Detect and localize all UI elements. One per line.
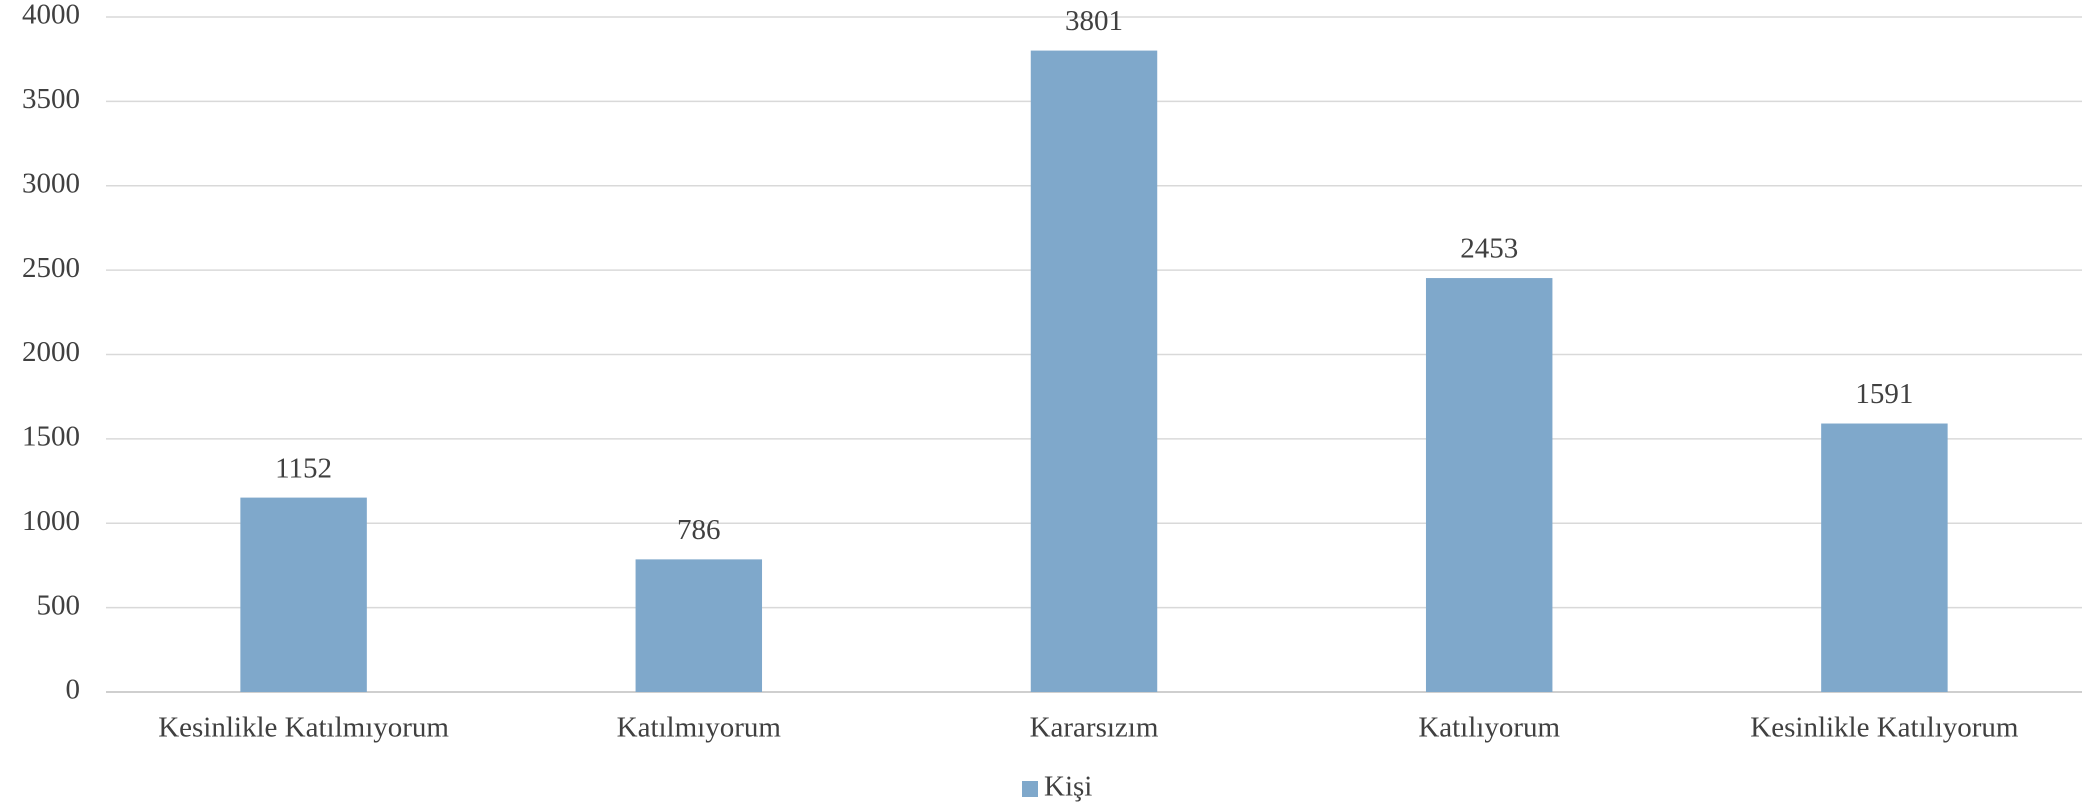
data-label: 1591 <box>1855 378 1913 410</box>
x-tick-label: Katılmıyorum <box>617 712 782 744</box>
bar <box>1425 278 1553 692</box>
bar <box>1030 50 1158 693</box>
legend-swatch <box>1022 781 1038 797</box>
x-tick-label: Kesinlikle Katılmıyorum <box>158 712 449 744</box>
x-tick-label: Kararsızım <box>1030 712 1159 744</box>
bar <box>635 559 763 692</box>
y-tick-label: 3000 <box>22 167 80 199</box>
bar <box>240 497 367 692</box>
y-tick-label: 2500 <box>22 252 80 284</box>
x-tick-label: Kesinlikle Katılıyorum <box>1750 712 2019 744</box>
y-tick-label: 1000 <box>22 505 80 537</box>
x-tick-label: Katılıyorum <box>1418 712 1560 744</box>
y-tick-label: 1500 <box>22 421 80 453</box>
legend-label: Kişi <box>1044 771 1092 803</box>
bar <box>1821 423 1948 692</box>
y-tick-label: 0 <box>66 674 81 706</box>
y-tick-label: 2000 <box>22 336 80 368</box>
y-tick-label: 500 <box>37 589 81 621</box>
data-label: 3801 <box>1065 5 1123 37</box>
data-label: 786 <box>677 514 721 546</box>
data-label: 1152 <box>275 452 332 484</box>
data-label: 2453 <box>1460 233 1518 265</box>
y-tick-label: 4000 <box>22 0 80 31</box>
y-tick-label: 3500 <box>22 83 80 115</box>
